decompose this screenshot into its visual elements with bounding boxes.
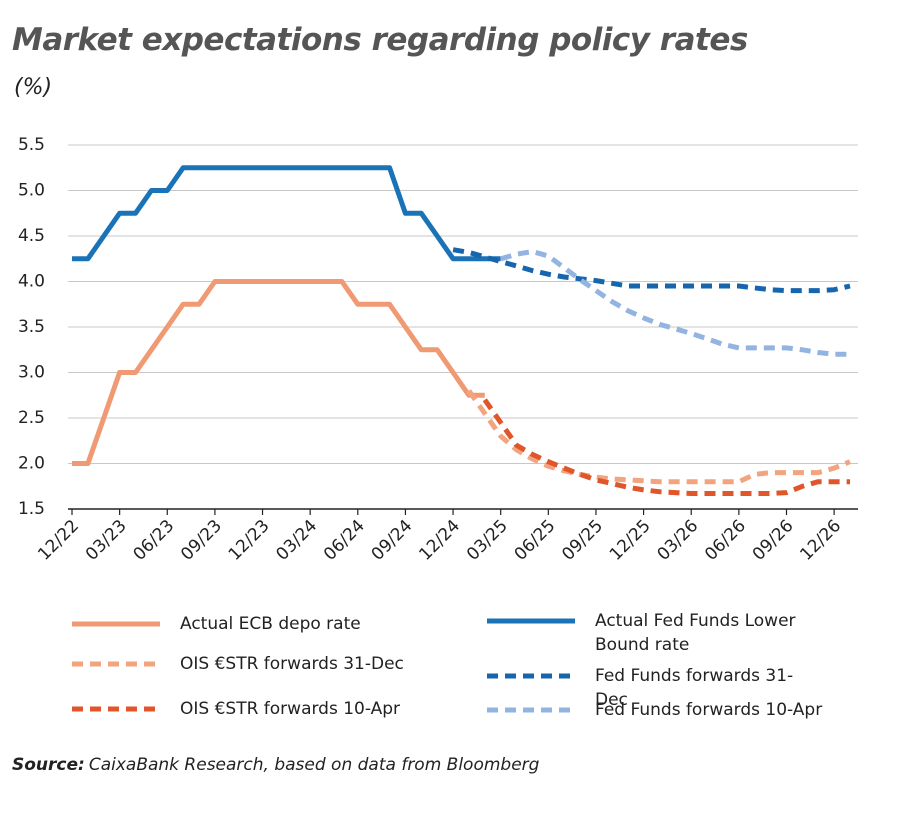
- legend-item: Fed Funds forwards 10-Apr: [485, 698, 825, 722]
- x-tick-label: 03/26: [654, 516, 703, 565]
- legend-label: Actual Fed Funds Lower Bound rate: [595, 611, 796, 655]
- source-text: CaixaBank Research, based on data from B…: [88, 755, 540, 775]
- series-line: [72, 165, 501, 262]
- legend-swatch: [487, 707, 575, 713]
- legend-swatch: [487, 673, 575, 679]
- legend-label: Actual ECB depo rate: [180, 614, 361, 634]
- series-line: [482, 398, 850, 496]
- y-tick-label: 5.5: [18, 135, 45, 155]
- x-tick-label: 03/24: [272, 516, 321, 565]
- x-tick-label: 06/26: [701, 516, 750, 565]
- legend-item: Fed Funds forwards 31-Dec: [485, 664, 825, 712]
- series-line: [452, 247, 851, 294]
- x-tick-label: 06/23: [130, 516, 179, 565]
- y-tick-label: 3.0: [18, 363, 45, 383]
- x-tick-label: 09/24: [368, 516, 417, 565]
- y-tick-label: 2.0: [18, 454, 45, 474]
- legend-swatch: [72, 621, 160, 627]
- series-line: [72, 279, 485, 466]
- y-tick-label: 2.5: [18, 408, 45, 428]
- legend-label: Fed Funds forwards 10-Apr: [595, 700, 823, 720]
- chart-title: Market expectations regarding policy rat…: [12, 22, 748, 58]
- source: Source: CaixaBank Research, based on data…: [12, 755, 539, 775]
- legend-item: OIS €STR forwards 10-Apr: [70, 697, 410, 721]
- chart-subtitle: (%): [14, 75, 53, 100]
- legend-label: OIS €STR forwards 10-Apr: [180, 699, 401, 719]
- x-tick-label: 03/25: [463, 516, 512, 565]
- legend-swatch: [72, 706, 160, 712]
- legend-swatch: [72, 661, 160, 667]
- y-tick-label: 4.5: [18, 226, 45, 246]
- y-tick-label: 4.0: [18, 272, 45, 292]
- series-line: [466, 389, 851, 485]
- x-tick-label: 03/23: [82, 516, 131, 565]
- y-tick-label: 3.5: [18, 317, 45, 337]
- x-tick-label: 12/25: [606, 516, 655, 565]
- source-label: Source:: [12, 755, 85, 775]
- legend-item: Actual ECB depo rate: [70, 612, 410, 636]
- x-tick-label: 12/23: [225, 516, 274, 565]
- x-tick-label: 12/26: [796, 516, 845, 565]
- x-tick-label: 12/24: [415, 516, 464, 565]
- y-tick-label: 1.5: [18, 499, 45, 519]
- x-tick-label: 06/24: [320, 516, 369, 565]
- legend-item: OIS €STR forwards 31-Dec: [70, 652, 410, 676]
- x-tick-label: 09/26: [749, 516, 798, 565]
- y-tick-label: 5.0: [18, 181, 45, 201]
- legend-label: OIS €STR forwards 31-Dec: [180, 654, 404, 674]
- chart: 1.52.02.53.03.54.04.55.05.512/2203/2306/…: [18, 135, 858, 565]
- x-tick-label: 12/22: [34, 516, 83, 565]
- legend-item: Actual Fed Funds Lower Bound rate: [485, 609, 825, 657]
- x-tick-label: 09/25: [558, 516, 607, 565]
- x-tick-label: 06/25: [511, 516, 560, 565]
- x-tick-label: 09/23: [177, 516, 226, 565]
- legend-swatch: [487, 618, 575, 624]
- legend-label: Fed Funds forwards 31-Dec: [595, 666, 794, 710]
- series-line: [500, 249, 850, 357]
